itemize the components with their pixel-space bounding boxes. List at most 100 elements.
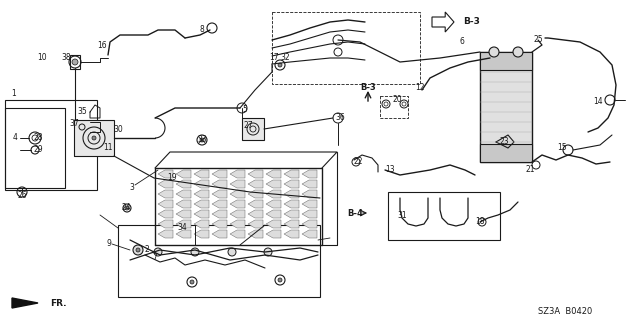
Polygon shape [176, 220, 191, 228]
Circle shape [489, 47, 499, 57]
Polygon shape [284, 200, 299, 208]
Text: 36: 36 [335, 114, 345, 122]
Circle shape [154, 248, 162, 256]
Text: 9: 9 [107, 240, 111, 249]
Polygon shape [266, 200, 281, 208]
Polygon shape [176, 230, 191, 238]
Circle shape [191, 248, 199, 256]
Circle shape [278, 278, 282, 282]
Circle shape [513, 47, 523, 57]
Polygon shape [248, 180, 263, 188]
Text: 18: 18 [476, 218, 484, 226]
Text: 25: 25 [533, 35, 543, 44]
Circle shape [92, 136, 96, 140]
Text: 2: 2 [145, 244, 149, 254]
Polygon shape [176, 210, 191, 218]
Polygon shape [266, 220, 281, 228]
Bar [242, 118, 264, 140]
Text: 32: 32 [280, 54, 290, 63]
Polygon shape [266, 180, 281, 188]
Polygon shape [158, 210, 173, 218]
Text: 20: 20 [392, 95, 402, 105]
Polygon shape [284, 230, 299, 238]
Bar [272, 12, 420, 84]
Circle shape [200, 138, 204, 142]
Polygon shape [176, 180, 191, 188]
Bar [74, 120, 114, 156]
Text: 29: 29 [33, 145, 43, 153]
Polygon shape [230, 200, 245, 208]
Text: 3: 3 [129, 182, 134, 191]
Polygon shape [158, 190, 173, 198]
Polygon shape [266, 170, 281, 178]
Polygon shape [248, 200, 263, 208]
Polygon shape [212, 210, 227, 218]
Polygon shape [194, 190, 209, 198]
Text: 34: 34 [177, 224, 187, 233]
Text: 31: 31 [397, 211, 407, 219]
Text: 5: 5 [243, 106, 248, 115]
Polygon shape [230, 230, 245, 238]
Text: 33: 33 [197, 136, 207, 145]
Polygon shape [158, 170, 173, 178]
Polygon shape [212, 190, 227, 198]
Text: 19: 19 [167, 174, 177, 182]
Text: 10: 10 [37, 53, 47, 62]
Polygon shape [230, 170, 245, 178]
Polygon shape [284, 220, 299, 228]
Bar [5, 100, 97, 190]
Polygon shape [302, 230, 317, 238]
Polygon shape [284, 180, 299, 188]
Polygon shape [284, 170, 299, 178]
Polygon shape [284, 210, 299, 218]
Text: 6: 6 [460, 38, 465, 47]
Polygon shape [266, 190, 281, 198]
Text: 26: 26 [17, 191, 27, 201]
Bar [380, 96, 408, 118]
Circle shape [72, 59, 78, 65]
Text: 37: 37 [69, 120, 79, 129]
Bar [480, 52, 532, 70]
Circle shape [264, 248, 272, 256]
Polygon shape [266, 230, 281, 238]
Polygon shape [12, 298, 38, 308]
Polygon shape [302, 220, 317, 228]
Circle shape [125, 206, 129, 210]
Polygon shape [158, 230, 173, 238]
Circle shape [136, 248, 140, 252]
Bar [480, 52, 532, 162]
Bar [480, 144, 532, 162]
Polygon shape [158, 220, 173, 228]
Text: B-3: B-3 [463, 18, 481, 26]
Polygon shape [248, 170, 263, 178]
Bar [388, 192, 500, 240]
Polygon shape [158, 180, 173, 188]
Polygon shape [212, 170, 227, 178]
Polygon shape [212, 220, 227, 228]
Polygon shape [248, 220, 263, 228]
Polygon shape [194, 170, 209, 178]
Polygon shape [302, 200, 317, 208]
Polygon shape [194, 200, 209, 208]
Bar [70, 55, 80, 69]
Polygon shape [230, 220, 245, 228]
Polygon shape [302, 170, 317, 178]
Circle shape [190, 280, 194, 284]
Text: 16: 16 [97, 41, 107, 49]
Polygon shape [248, 210, 263, 218]
Polygon shape [176, 170, 191, 178]
Polygon shape [432, 12, 454, 32]
Text: FR.: FR. [50, 299, 67, 308]
Polygon shape [302, 190, 317, 198]
Text: 14: 14 [593, 98, 603, 107]
Text: 38: 38 [61, 53, 71, 62]
Polygon shape [248, 230, 263, 238]
Polygon shape [194, 230, 209, 238]
Text: 8: 8 [200, 26, 204, 34]
Polygon shape [248, 190, 263, 198]
Circle shape [228, 248, 236, 256]
Text: B-3: B-3 [360, 84, 376, 93]
Polygon shape [302, 180, 317, 188]
Polygon shape [230, 210, 245, 218]
Text: 17: 17 [269, 54, 279, 63]
